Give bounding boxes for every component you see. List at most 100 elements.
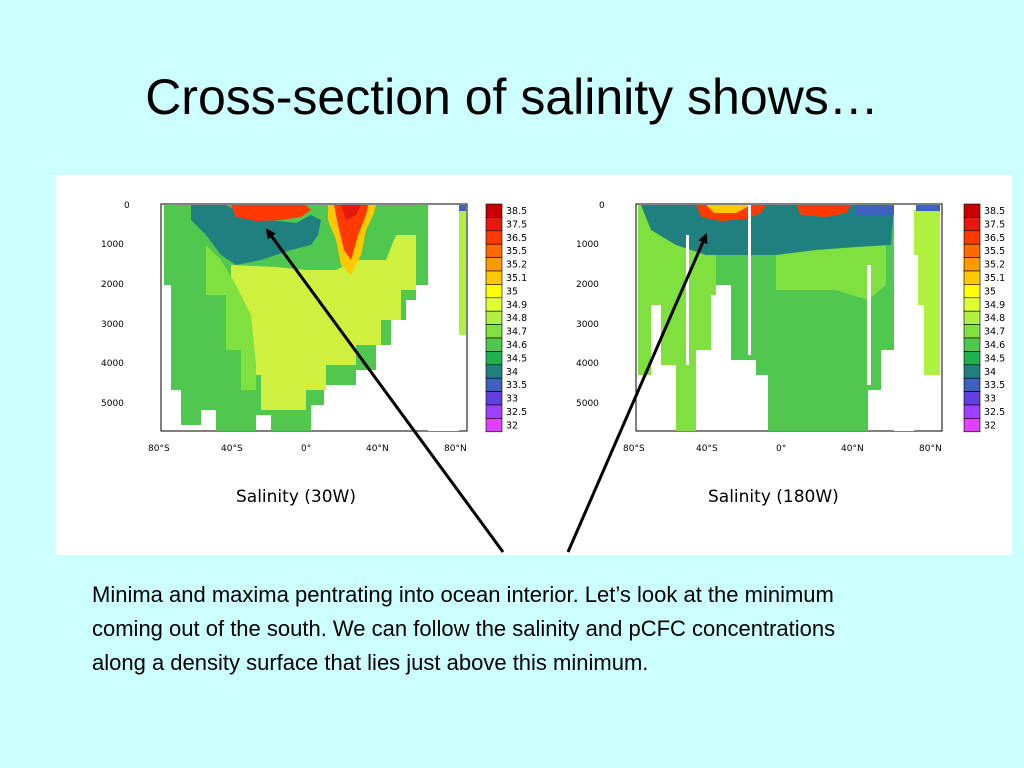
colorbar-label: 35.2 [984, 260, 1005, 271]
x-tick: 80°S [148, 444, 170, 454]
colorbar-label: 34.8 [506, 313, 527, 324]
colorbar-swatch [963, 284, 981, 299]
y-tick: 5000 [101, 399, 124, 409]
section-label-180w: Salinity (180W) [708, 487, 839, 507]
x-tick: 40°N [841, 444, 864, 454]
colorbar-label: 34.7 [984, 327, 1005, 338]
y-axis-180w: 0 1000 2000 3000 4000 5000 [576, 201, 605, 409]
colorbar-swatch [963, 404, 981, 419]
y-tick: 1000 [576, 240, 599, 250]
x-tick: 80°S [623, 444, 645, 454]
section-180w: 0 1000 2000 3000 4000 5000 80°S 40°S 0° … [576, 201, 1005, 507]
colorbar-label: 35 [506, 286, 518, 297]
salinity-field-deep-180w [756, 285, 868, 375]
section-label-30w: Salinity (30W) [236, 487, 356, 507]
colorbar-label: 38.5 [506, 206, 527, 217]
salinity-arctic-30w [459, 205, 466, 335]
y-tick: 5000 [576, 399, 599, 409]
y-tick: 0 [599, 201, 605, 211]
colorbar-swatch [963, 243, 981, 258]
y-axis-30w: 0 1000 2000 3000 4000 5000 [101, 201, 130, 409]
colorbar-label: 35.5 [984, 246, 1005, 257]
colorbar-swatch [485, 418, 503, 433]
x-tick: 40°N [366, 444, 389, 454]
colorbar-swatch [485, 364, 503, 379]
colorbar-label: 35 [984, 286, 996, 297]
x-tick: 80°N [919, 444, 942, 454]
colorbar-label: 34.6 [506, 340, 527, 351]
slide-body-text: Minima and maxima pentrating into ocean … [92, 582, 836, 675]
colorbar-label: 34.9 [506, 300, 527, 311]
data-gap [867, 265, 871, 385]
colorbar-180w: 38.5 37.5 36.5 35.5 35.2 35.1 35 34.9 34.8 34.7 34… [963, 203, 1005, 433]
colorbar-swatch [963, 351, 981, 366]
x-tick: 40°S [221, 444, 243, 454]
colorbar-swatch [485, 230, 503, 245]
salinity-surface-fresh-180w [856, 205, 894, 215]
colorbar-swatch [963, 391, 981, 406]
x-tick: 40°S [696, 444, 718, 454]
y-tick: 3000 [101, 320, 124, 330]
colorbar-swatch [963, 257, 981, 272]
colorbar-label: 34.7 [506, 327, 527, 338]
colorbar-label: 32 [506, 420, 518, 431]
salinity-arctic-180w [914, 205, 940, 375]
land-gap-30w [428, 205, 459, 431]
colorbar-label: 34.6 [984, 340, 1005, 351]
salinity-max-north-core-30w [341, 205, 361, 220]
colorbar-swatch [963, 364, 981, 379]
colorbar-label: 34.5 [506, 353, 527, 364]
colorbar-label: 34 [984, 367, 996, 378]
y-tick: 2000 [101, 280, 124, 290]
colorbar-label: 33 [506, 394, 518, 405]
colorbar-swatch [485, 391, 503, 406]
salinity-field-mid-30w [206, 245, 256, 390]
x-tick: 0° [301, 444, 311, 454]
colorbar-label: 35.1 [506, 273, 527, 284]
salinity-arctic-surface-30w [459, 205, 466, 211]
colorbar-label: 34.8 [984, 313, 1005, 324]
colorbar-label: 38.5 [984, 206, 1005, 217]
colorbar-swatch [485, 377, 503, 392]
y-tick: 3000 [576, 320, 599, 330]
colorbar-swatch [963, 270, 981, 285]
x-axis-180w: 80°S 40°S 0° 40°N 80°N [623, 444, 942, 454]
salinity-field-mid-180w [776, 245, 886, 300]
colorbar-swatch [485, 217, 503, 232]
salinity-max-south-30w [231, 205, 311, 221]
colorbar-swatch [963, 297, 981, 312]
colorbar-label: 35.1 [984, 273, 1005, 284]
colorbar-label: 33.5 [984, 380, 1005, 391]
salinity-figure: 0 1000 2000 3000 4000 5000 80°S 40°S 0° … [101, 201, 1005, 507]
colorbar-30w: 38.5 37.5 36.5 35.5 35.2 35.1 35 34.9 34.8 34.7 34… [485, 203, 527, 433]
y-tick: 0 [124, 201, 130, 211]
colorbar-swatch [963, 324, 981, 339]
colorbar-swatch [963, 230, 981, 245]
colorbar-label: 32.5 [506, 407, 527, 418]
colorbar-swatch [485, 203, 503, 218]
y-tick: 4000 [576, 359, 599, 369]
colorbar-label: 34 [506, 367, 518, 378]
colorbar-swatch [485, 297, 503, 312]
colorbar-label: 32 [984, 420, 996, 431]
colorbar-swatch [963, 203, 981, 218]
x-tick: 0° [776, 444, 786, 454]
colorbar-swatch [485, 257, 503, 272]
y-tick: 2000 [576, 280, 599, 290]
colorbar-swatch [963, 418, 981, 433]
colorbar-label: 34.9 [984, 300, 1005, 311]
section-30w: 0 1000 2000 3000 4000 5000 80°S 40°S 0° … [101, 201, 527, 507]
colorbar-swatch [963, 310, 981, 325]
colorbar-swatch [485, 284, 503, 299]
figure-panel: 0 1000 2000 3000 4000 5000 80°S 40°S 0° … [56, 175, 1012, 555]
colorbar-swatch [963, 217, 981, 232]
colorbar-label: 37.5 [506, 219, 527, 230]
colorbar-label: 32.5 [984, 407, 1005, 418]
colorbar-label: 37.5 [984, 219, 1005, 230]
colorbar-swatch [963, 377, 981, 392]
land-gap-180w [894, 205, 914, 431]
colorbar-label: 34.5 [984, 353, 1005, 364]
colorbar-swatch [485, 337, 503, 352]
colorbar-label: 35.2 [506, 260, 527, 271]
data-gap [686, 235, 689, 365]
